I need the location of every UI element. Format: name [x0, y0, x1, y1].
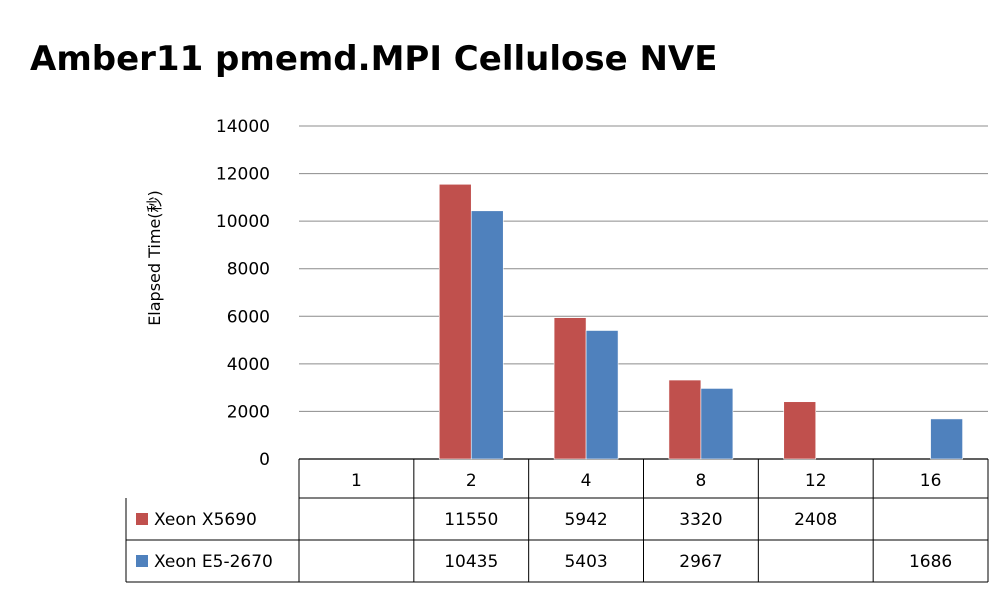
data-label: 5403 — [564, 552, 607, 572]
gridlines — [299, 125, 988, 460]
legend-label: Xeon E5-2670 — [154, 552, 273, 572]
data-label: 11550 — [444, 510, 498, 530]
y-tick-label: 0 — [259, 450, 270, 470]
x-tick-label: 2 — [466, 471, 477, 491]
y-tick-label: 12000 — [216, 165, 270, 185]
y-tick-label: 6000 — [227, 307, 270, 327]
x-tick-label: 16 — [920, 471, 942, 491]
data-label: 2408 — [794, 510, 837, 530]
bar — [438, 183, 472, 460]
data-label: 1686 — [909, 552, 952, 572]
data-label: 10435 — [444, 552, 498, 572]
data-label: 3320 — [679, 510, 722, 530]
bar — [470, 210, 504, 460]
chart-title: Amber11 pmemd.MPI Cellulose NVE — [30, 39, 717, 79]
x-tick-label: 12 — [805, 471, 827, 491]
legend-swatch — [136, 513, 148, 525]
data-label: 2967 — [679, 552, 722, 572]
y-tick-label: 2000 — [227, 402, 270, 422]
y-axis-ticks: 0 2000 4000 6000 8000 10000 12000 14000 — [216, 117, 270, 470]
x-tick-label: 4 — [581, 471, 592, 491]
bar — [930, 418, 963, 460]
y-tick-label: 14000 — [216, 117, 270, 137]
data-label: 5942 — [564, 510, 607, 530]
bar — [553, 317, 587, 460]
legend-swatch — [136, 555, 148, 567]
bar — [668, 379, 702, 460]
bar — [700, 388, 734, 460]
bar — [585, 330, 619, 460]
y-tick-label: 8000 — [227, 260, 270, 280]
bar — [783, 401, 817, 460]
x-tick-label: 1 — [351, 471, 362, 491]
y-tick-label: 10000 — [216, 212, 270, 232]
x-tick-label: 8 — [696, 471, 707, 491]
legend-label: Xeon X5690 — [154, 510, 257, 530]
bars — [438, 183, 963, 460]
y-axis-label: Elapsed Time(秒) — [145, 190, 164, 326]
y-tick-label: 4000 — [227, 355, 270, 375]
